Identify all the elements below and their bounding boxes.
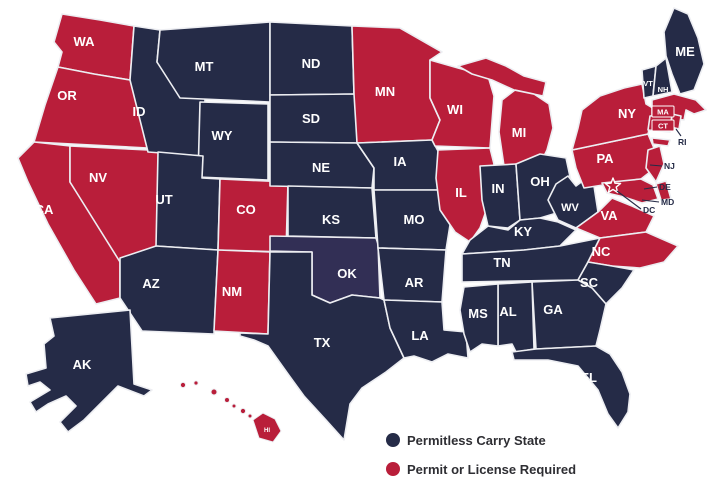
- state-label-ks: KS: [322, 212, 340, 227]
- state-label-nh: NH: [658, 85, 669, 94]
- callout-line-dc: [616, 190, 642, 210]
- state-nj: [645, 145, 665, 183]
- state-label-tx: TX: [314, 335, 331, 350]
- callout-label-dc: DC: [643, 205, 655, 215]
- hi-big-island: [252, 412, 282, 443]
- state-label-nc: NC: [592, 244, 611, 259]
- state-label-wi: WI: [447, 102, 463, 117]
- state-label-oh: OH: [530, 174, 550, 189]
- state-label-il: IL: [455, 185, 467, 200]
- state-label-ms: MS: [468, 306, 488, 321]
- legend: Permitless Carry State Permit or License…: [386, 433, 576, 477]
- state-label-nd: ND: [302, 56, 321, 71]
- state-label-sd: SD: [302, 111, 320, 126]
- legend-dot-permitless: [386, 433, 400, 447]
- state-label-mi: MI: [512, 125, 526, 140]
- state-label-az: AZ: [142, 276, 159, 291]
- ma-label-badge: [651, 105, 675, 118]
- state-il: [435, 147, 495, 243]
- hi-island: [210, 388, 218, 396]
- state-label-la: LA: [411, 328, 429, 343]
- callout-label-md: MD: [661, 197, 674, 207]
- state-label-ak: AK: [73, 357, 92, 372]
- state-me: [663, 7, 705, 95]
- state-label-sc: SC: [580, 275, 599, 290]
- hi-island: [179, 381, 187, 389]
- state-label-me: ME: [675, 44, 695, 59]
- state-az: [119, 245, 219, 335]
- state-fl: [511, 345, 631, 429]
- hi-island: [224, 397, 230, 403]
- state-label-co: CO: [236, 202, 256, 217]
- state-label-ga: GA: [543, 302, 563, 317]
- state-label-vt: VT: [643, 79, 653, 88]
- state-label-mn: MN: [375, 84, 395, 99]
- legend-label-permit: Permit or License Required: [407, 462, 576, 477]
- state-label-tn: TN: [493, 255, 510, 270]
- state-ms: [459, 283, 499, 353]
- callout-label-de: DE: [659, 182, 671, 192]
- state-mi: [457, 57, 554, 167]
- state-ak: [25, 309, 153, 433]
- state-label-id: ID: [133, 104, 146, 119]
- state-label-wv: WV: [561, 202, 579, 214]
- state-label-mo: MO: [404, 212, 425, 227]
- state-label-va: VA: [600, 208, 618, 223]
- state-label-ne: NE: [312, 160, 330, 175]
- state-in: [479, 163, 521, 229]
- state-label-ky: KY: [514, 224, 532, 239]
- state-label-ct: CT: [658, 122, 668, 131]
- state-label-ok: OK: [337, 266, 357, 281]
- callout-line-nj: [649, 164, 663, 167]
- state-wy: [197, 101, 269, 181]
- state-nh: [652, 57, 673, 97]
- legend-dot-permit: [386, 462, 400, 476]
- state-label-pa: PA: [596, 151, 614, 166]
- state-va: [575, 197, 655, 239]
- callout-line-de: [643, 186, 658, 190]
- state-label-ca: CA: [35, 202, 54, 217]
- state-label-al: AL: [499, 304, 516, 319]
- callout-label-ri: RI: [678, 137, 687, 147]
- state-tx: [239, 251, 405, 441]
- legend-label-permitless: Permitless Carry State: [407, 433, 546, 448]
- state-mn: [351, 25, 443, 144]
- hi-island: [193, 380, 199, 386]
- state-pa: [571, 133, 655, 189]
- hi-island: [247, 413, 253, 419]
- state-label-wa: WA: [74, 34, 96, 49]
- state-hi: [179, 380, 282, 443]
- state-label-wy: WY: [212, 128, 233, 143]
- state-label-mt: MT: [195, 59, 214, 74]
- state-de: [655, 180, 672, 201]
- state-label-or: OR: [57, 88, 77, 103]
- state-label-ar: AR: [405, 275, 424, 290]
- state-ne: [269, 141, 375, 189]
- state-la: [383, 299, 469, 363]
- hi-island: [239, 407, 247, 415]
- state-label-ut: UT: [155, 192, 172, 207]
- callout-label-nj: NJ: [664, 161, 675, 171]
- state-label-ia: IA: [394, 154, 408, 169]
- state-label-nm: NM: [222, 284, 242, 299]
- dc-star-marker: [604, 177, 622, 194]
- state-label-nv: NV: [89, 170, 107, 185]
- hi-island: [231, 403, 237, 409]
- state-mt: [156, 21, 271, 103]
- state-label-ny: NY: [618, 106, 636, 121]
- state-label-hi: HI: [264, 428, 270, 434]
- callout-line-md: [641, 199, 660, 203]
- state-label-in: IN: [492, 181, 505, 196]
- state-label-fl: FL: [581, 370, 597, 385]
- state-label-ma: MA: [657, 108, 669, 117]
- callout-line-ri: [675, 128, 682, 137]
- ct-label-badge: [651, 119, 675, 132]
